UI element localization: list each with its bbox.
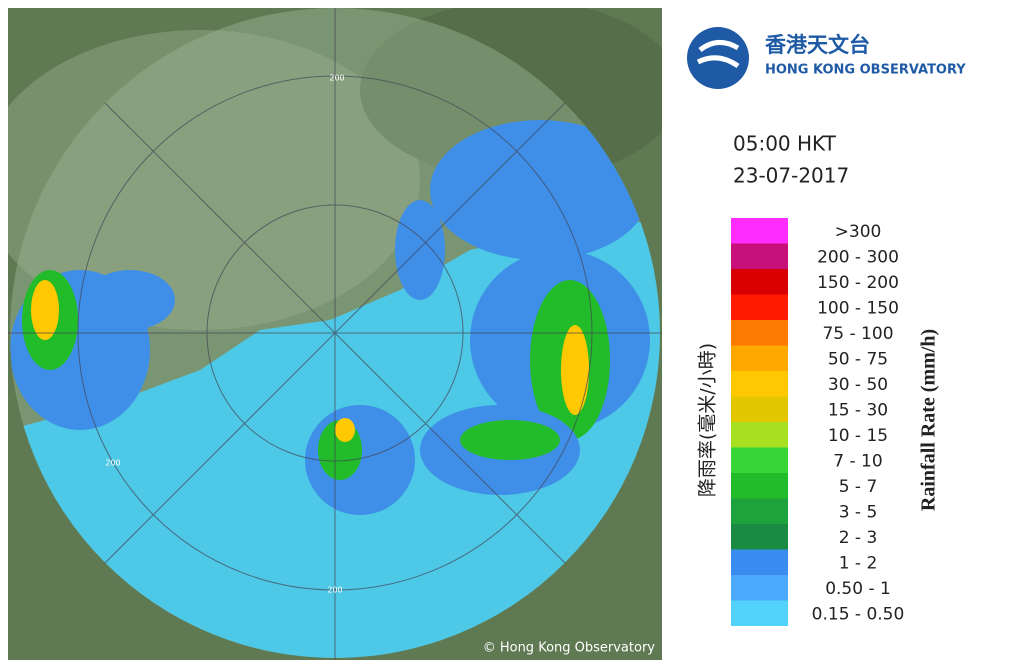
legend-swatch <box>731 269 788 295</box>
time: 05:00 HKT <box>733 132 837 156</box>
legend-swatch <box>731 371 788 397</box>
legend-label: 50 - 75 <box>828 349 888 369</box>
legend-label: 2 - 3 <box>839 528 878 548</box>
logo-chinese: 香港天文台 <box>765 33 870 57</box>
rain-echoes <box>10 120 650 515</box>
legend-swatch <box>731 473 788 499</box>
logo: 香港天文台 HONG KONG OBSERVATORY <box>687 27 966 89</box>
legend-swatch <box>731 549 788 575</box>
legend-swatch <box>731 294 788 320</box>
date: 23-07-2017 <box>733 164 849 188</box>
legend-swatch <box>731 447 788 473</box>
legend-label: 75 - 100 <box>822 324 893 344</box>
legend-swatch <box>731 498 788 524</box>
legend-swatch <box>731 600 788 626</box>
range-labels: 200 200 200 <box>105 74 344 595</box>
legend-title-english: Rainfall Rate (mm/h) <box>918 329 940 511</box>
legend-swatch <box>731 243 788 269</box>
terrain-light <box>8 30 420 330</box>
legend-label: >300 <box>835 222 882 242</box>
legend-label: 10 - 15 <box>828 426 888 446</box>
range-label: 200 <box>327 586 342 595</box>
legend-label: 0.50 - 1 <box>825 579 891 599</box>
legend-swatch <box>731 320 788 346</box>
legend-swatch <box>731 575 788 601</box>
range-label: 200 <box>329 74 344 83</box>
legend-swatch <box>731 396 788 422</box>
range-label: 200 <box>105 459 120 468</box>
legend-label: 7 - 10 <box>833 451 882 471</box>
range-rings <box>8 8 662 660</box>
legend-label: 200 - 300 <box>817 247 899 267</box>
logo-swirl <box>696 40 740 69</box>
legend-swatch <box>731 524 788 550</box>
legend-label: 150 - 200 <box>817 273 899 293</box>
legend-label: 3 - 5 <box>839 502 878 522</box>
legend: >300 200 - 300 150 - 200 100 - 150 75 - 100 5… <box>731 218 904 626</box>
legend-label: 0.15 - 0.50 <box>812 604 905 624</box>
legend-label: 30 - 50 <box>828 375 888 395</box>
copyright: © Hong Kong Observatory <box>483 641 656 656</box>
legend-label: 5 - 7 <box>839 477 878 497</box>
legend-label: 1 - 2 <box>839 553 878 573</box>
radar-map <box>8 8 662 660</box>
legend-title-chinese: 降雨率(毫米/小時) <box>697 343 719 497</box>
legend-label: 15 - 30 <box>828 400 888 420</box>
legend-swatch <box>731 422 788 448</box>
legend-swatch <box>731 345 788 371</box>
legend-label: 100 - 150 <box>817 298 899 318</box>
legend-swatch <box>731 218 788 244</box>
logo-english: HONG KONG OBSERVATORY <box>765 63 966 78</box>
